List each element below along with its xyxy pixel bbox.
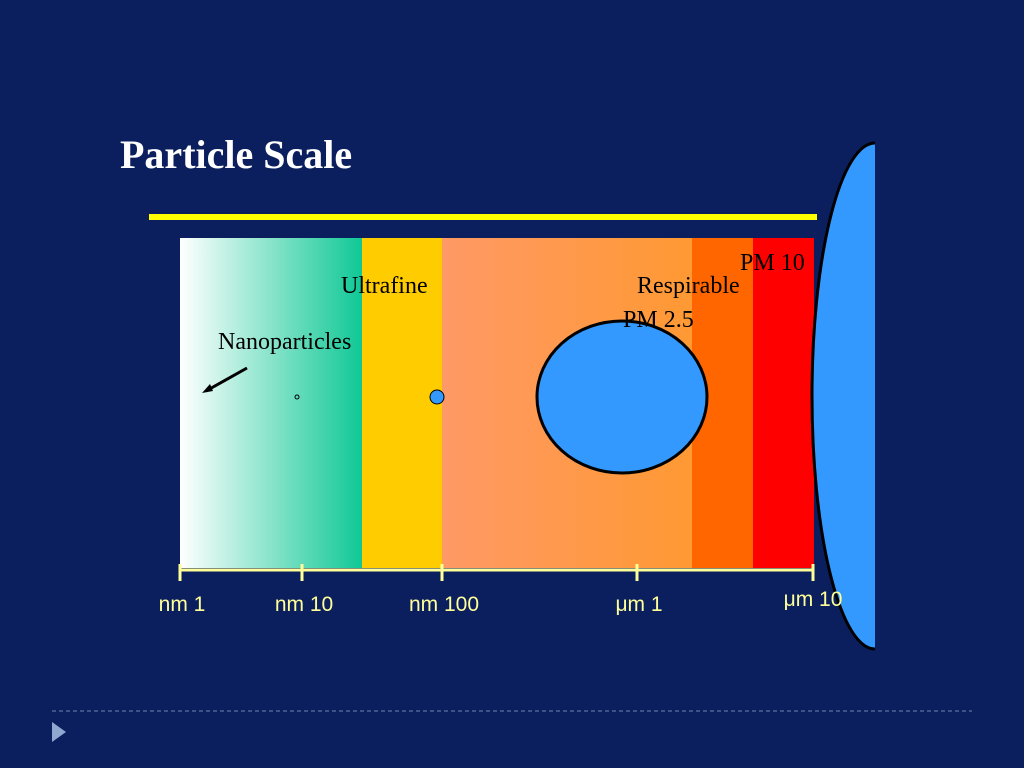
region-label: PM 2.5 [623,307,694,333]
scale-label: nm 1 [159,593,206,616]
scale-label: μm 1 [615,593,662,616]
nano-particle [294,394,300,400]
arrow-head [202,384,213,393]
nav-arrow [52,722,66,742]
region-label: Ultrafine [341,273,428,299]
scale-label: nm 100 [409,593,479,616]
ultrafine-band [362,238,442,568]
slide-title: Particle Scale [120,132,352,177]
region-label: Respirable [637,273,740,299]
pm10-particle [810,141,876,651]
region-label: PM 10 [740,250,805,276]
scale-label: μm 10 [784,588,843,611]
scale-ticks: nm 1 nm 10 nm 100 μm 1 μm 10 [159,564,843,616]
nano-band [180,238,362,568]
region-label: Nanoparticles [218,329,351,355]
arrow [205,366,248,393]
pm10-band [753,238,814,568]
pm25-particle [535,319,709,475]
scale-label: nm 10 [275,593,333,616]
title-underline [149,214,817,220]
ultrafine-particle [429,389,445,405]
